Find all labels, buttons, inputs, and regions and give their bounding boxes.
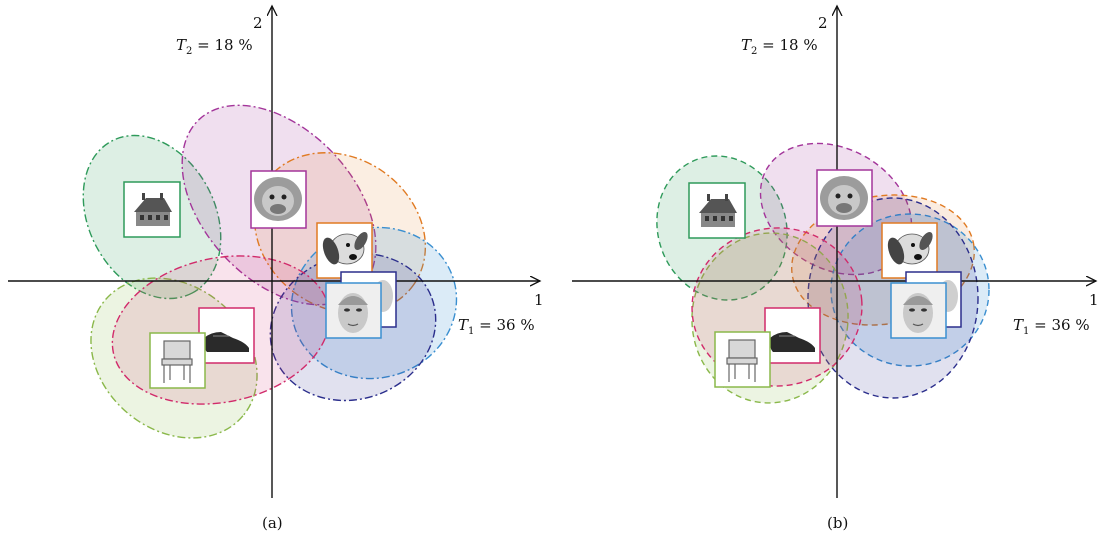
monkey-face-icon [820,176,868,220]
panel-a: 1 2 T2 = 18 % T1 = 36 % (a) [8,6,544,532]
thumb-monkey-b [816,169,873,227]
ellipses-a [82,104,458,439]
house-icon [699,194,737,227]
thumb-shoe-a [198,307,255,364]
monkey-face-icon [254,177,302,221]
caption-a: (a) [262,514,283,532]
chair-icon [726,339,758,382]
person-face-icon [903,293,933,333]
thumb-house-a [123,181,181,238]
panel-b: 1 2 T2 = 18 % T1 = 36 % (b) [572,6,1099,532]
thumb-chair-a [149,332,206,389]
t2-label-b: T2 = 18 % [741,36,818,57]
shoe-icon [203,332,249,352]
chair-icon [161,340,193,383]
thumb-dog-a [316,222,373,279]
shoe-icon [769,332,815,352]
thumb-shoe-b [764,307,821,364]
thumb-dog-b [881,222,938,279]
thumb-face-a [325,282,382,339]
axis-2-number-a: 2 [253,14,263,32]
dog-face-icon [887,231,933,265]
t2-label-a: T2 = 18 % [176,36,253,57]
t1-label-a: T1 = 36 % [458,316,535,337]
t1-label-b: T1 = 36 % [1013,316,1090,337]
house-icon [134,193,172,226]
axis-2-number-b: 2 [818,14,828,32]
thumb-monkey-a [250,170,307,229]
axis-1-number-a: 1 [534,291,544,309]
thumb-chair-b [714,331,771,388]
thumb-house-b [688,182,746,239]
dog-face-icon [322,231,368,265]
person-face-icon [338,293,368,333]
caption-b: (b) [827,514,848,532]
axis-1-number-b: 1 [1089,291,1099,309]
thumb-face-b [890,282,947,339]
